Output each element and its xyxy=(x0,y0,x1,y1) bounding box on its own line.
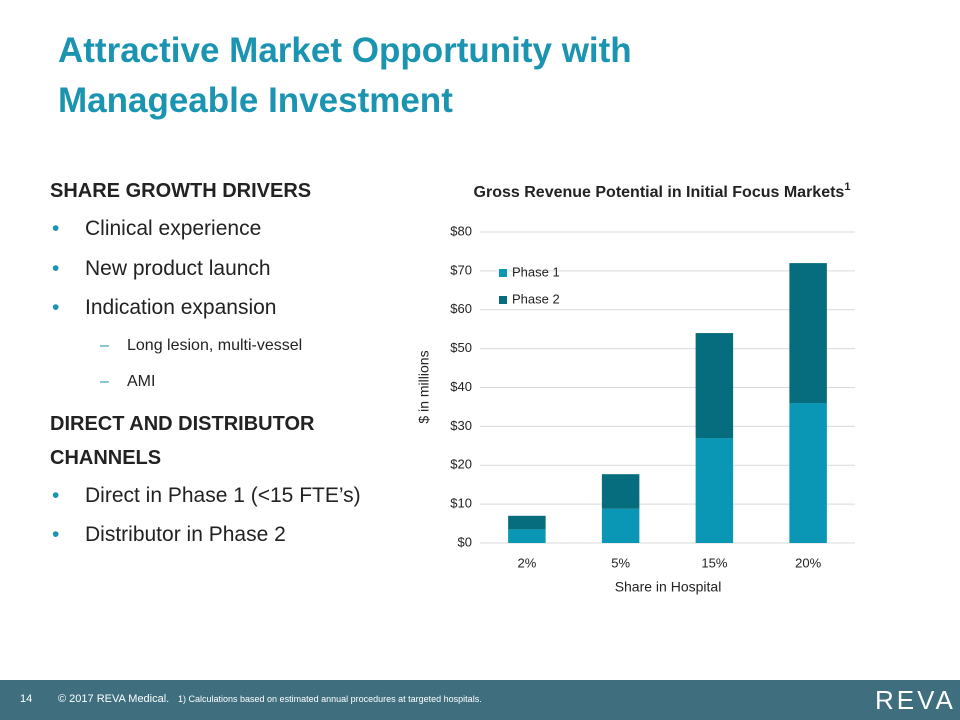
footer: 14 © 2017 REVA Medical. 1) Calculations … xyxy=(0,680,960,720)
x-tick-label: 20% xyxy=(795,555,821,570)
legend-label: Phase 1 xyxy=(512,264,560,279)
x-tick-label: 5% xyxy=(611,555,630,570)
y-axis-title: $ in millions xyxy=(416,350,432,423)
bullet: Clinical experience xyxy=(52,217,261,241)
bullet: Distributor in Phase 2 xyxy=(52,523,286,547)
legend-swatch xyxy=(499,296,507,304)
section-heading: DIRECT AND DISTRIBUTOR CHANNELS xyxy=(50,413,315,469)
y-tick-label: $60 xyxy=(450,301,472,316)
legend-label: Phase 2 xyxy=(512,291,560,306)
sub-bullet: AMI xyxy=(100,373,156,391)
bar-segment xyxy=(789,403,827,543)
chart-title: Gross Revenue Potential in Initial Focus… xyxy=(474,181,851,201)
bar-segment xyxy=(695,333,734,439)
bar-segment xyxy=(789,263,827,404)
y-tick-label: $30 xyxy=(450,418,472,433)
x-tick-label: 2% xyxy=(517,555,536,570)
sub-bullet: Long lesion, multi-vessel xyxy=(100,337,302,355)
section-heading: SHARE GROWTH DRIVERS xyxy=(50,180,312,202)
copyright: © 2017 REVA Medical. xyxy=(58,693,170,705)
bar-segment xyxy=(508,515,546,530)
x-tick-label: 15% xyxy=(701,555,727,570)
chart: Gross Revenue Potential in Initial Focus… xyxy=(416,181,855,595)
bar-segment xyxy=(601,474,640,509)
legend-swatch xyxy=(499,269,507,277)
y-tick-label: $40 xyxy=(450,379,472,394)
page-number: 14 xyxy=(20,693,33,705)
footnote-marker: 1 xyxy=(844,181,850,193)
y-tick-label: $0 xyxy=(458,534,472,549)
chart-title-text: Gross Revenue Potential in Initial Focus… xyxy=(474,184,845,201)
bullet: New product launch xyxy=(52,257,271,281)
bar-segment xyxy=(508,529,546,543)
x-axis-title: Share in Hospital xyxy=(615,579,722,595)
bar-segment xyxy=(695,438,734,543)
y-tick-label: $80 xyxy=(450,223,472,238)
slide-title: Attractive Market Opportunity with Manag… xyxy=(58,31,632,120)
bar-segment xyxy=(601,508,640,543)
footnote: 1) Calculations based on estimated annua… xyxy=(178,694,482,704)
y-tick-label: $70 xyxy=(450,262,472,277)
bullet: Indication expansion xyxy=(52,296,277,320)
y-tick-label: $50 xyxy=(450,340,472,355)
logo: REVA xyxy=(875,685,956,715)
y-tick-label: $20 xyxy=(450,457,472,472)
y-tick-label: $10 xyxy=(450,496,472,511)
bullet: Direct in Phase 1 (<15 FTE’s) xyxy=(52,484,361,508)
